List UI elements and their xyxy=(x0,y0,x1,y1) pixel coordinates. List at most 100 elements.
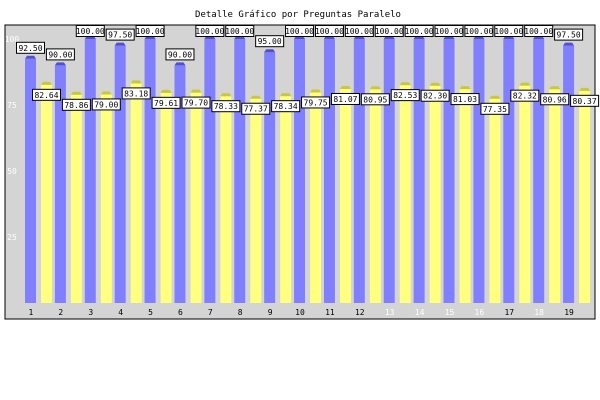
bar-series1 xyxy=(264,52,276,304)
data-label-series1-box xyxy=(45,48,75,61)
x-tick-label: 2 xyxy=(58,308,63,317)
data-label-series1: 100.00 xyxy=(435,27,464,36)
data-label-series1: 100.00 xyxy=(405,27,434,36)
bar-series1 xyxy=(84,39,96,303)
data-label-series2-box xyxy=(570,94,600,107)
bar-series2 xyxy=(190,92,202,303)
data-label-series1-box xyxy=(464,25,494,37)
data-label-series1-box xyxy=(404,25,434,37)
data-label-series1-box xyxy=(285,25,315,37)
bar-series2-top xyxy=(220,93,232,97)
bar-series2 xyxy=(459,89,471,303)
bar-series2-top xyxy=(190,89,202,93)
x-tick-label: 9 xyxy=(268,308,273,317)
data-label-series1: 100.00 xyxy=(76,27,105,36)
bar-series1 xyxy=(473,39,485,303)
bar-series2 xyxy=(250,98,262,304)
x-tick-label: 11 xyxy=(325,308,335,317)
bar-series2 xyxy=(579,90,591,303)
data-label-series2: 78.86 xyxy=(64,101,88,110)
data-label-series1: 92.50 xyxy=(18,44,42,53)
bar-series2-top xyxy=(160,89,172,93)
bar-series1-top xyxy=(174,62,186,66)
x-tick-label: 15 xyxy=(445,308,455,317)
data-label-series2: 78.33 xyxy=(214,102,238,111)
bar-series2 xyxy=(160,92,172,304)
bar-series1-top xyxy=(54,62,66,66)
y-axis-ticks: 25 50 75 100 xyxy=(5,35,20,242)
bar-series1-top xyxy=(114,42,126,46)
data-label-series2-box xyxy=(32,88,61,101)
bars-group xyxy=(25,36,591,304)
x-tick-label: 14 xyxy=(415,308,425,317)
bar-series1 xyxy=(563,45,575,303)
data-label-series1-box xyxy=(434,25,464,37)
y-tick-label: 25 xyxy=(7,233,17,242)
bar-series2-top xyxy=(70,91,82,95)
x-tick-label: 3 xyxy=(88,308,93,317)
bar-series2-top xyxy=(130,80,142,84)
bar-series1 xyxy=(114,45,126,303)
bar-series1 xyxy=(533,39,545,303)
bar-series1 xyxy=(503,39,515,303)
data-label-series2: 82.53 xyxy=(393,91,417,100)
data-label-series2: 77.37 xyxy=(244,105,268,114)
bar-series2 xyxy=(429,85,441,303)
data-label-series1: 90.00 xyxy=(48,50,72,59)
x-tick-label: 17 xyxy=(504,308,514,317)
data-label-series2: 79.70 xyxy=(184,99,208,108)
bar-series2-top xyxy=(429,82,441,86)
data-label-series2: 80.96 xyxy=(543,95,567,104)
bar-series1 xyxy=(323,39,335,303)
data-label-series1-box xyxy=(255,35,285,48)
bar-series1 xyxy=(294,39,306,303)
bar-series1 xyxy=(383,39,395,303)
bar-series2-top xyxy=(339,85,351,89)
bar-series2-top xyxy=(250,95,262,99)
bar-series2-top xyxy=(519,82,531,86)
data-label-series2-box xyxy=(330,92,360,105)
data-label-series1: 100.00 xyxy=(524,27,553,36)
bar-series2-top xyxy=(280,93,292,97)
data-label-series1-box xyxy=(16,41,45,54)
data-label-series1: 100.00 xyxy=(136,27,165,36)
bar-series2-top xyxy=(549,86,561,90)
data-label-series2-box xyxy=(301,96,331,109)
data-label-series1: 90.00 xyxy=(168,50,192,59)
bar-series2 xyxy=(339,88,351,304)
data-label-series1: 100.00 xyxy=(285,27,314,36)
bar-series1-top xyxy=(563,42,575,46)
bar-series2 xyxy=(489,98,501,304)
data-label-series1-box xyxy=(135,25,165,37)
bar-series2-top xyxy=(310,89,322,93)
bar-series2 xyxy=(549,89,561,304)
data-label-series1: 97.50 xyxy=(108,31,132,40)
bar-series1 xyxy=(25,58,36,303)
data-label-series1: 100.00 xyxy=(375,27,404,36)
x-tick-label: 6 xyxy=(178,308,183,317)
data-label-series2-box xyxy=(211,100,241,113)
data-label-series1: 100.00 xyxy=(225,27,254,36)
x-tick-label: 7 xyxy=(208,308,213,317)
chart-title: Detalle Gráfico por Preguntas Paralelo xyxy=(195,10,401,20)
x-tick-label: 12 xyxy=(355,308,365,317)
x-tick-label: 1 xyxy=(29,308,34,317)
data-label-series2: 80.95 xyxy=(363,95,387,104)
bar-series2 xyxy=(220,96,232,303)
bar-series2 xyxy=(399,85,411,304)
bar-series1 xyxy=(234,39,246,303)
bar-series1 xyxy=(443,39,455,303)
data-label-series1: 100.00 xyxy=(345,27,374,36)
data-label-series1-box xyxy=(374,25,404,37)
bar-series1 xyxy=(204,39,216,303)
bar-series1 xyxy=(144,39,156,303)
data-label-series2: 80.37 xyxy=(573,97,597,106)
data-label-series2-box xyxy=(241,102,271,115)
bar-series2 xyxy=(41,84,52,303)
y-tick-label: 75 xyxy=(7,101,17,110)
data-label-series1-box xyxy=(105,28,135,41)
bar-series2 xyxy=(519,85,531,303)
data-label-series2: 82.30 xyxy=(423,92,447,101)
data-label-series1-box xyxy=(494,25,524,37)
